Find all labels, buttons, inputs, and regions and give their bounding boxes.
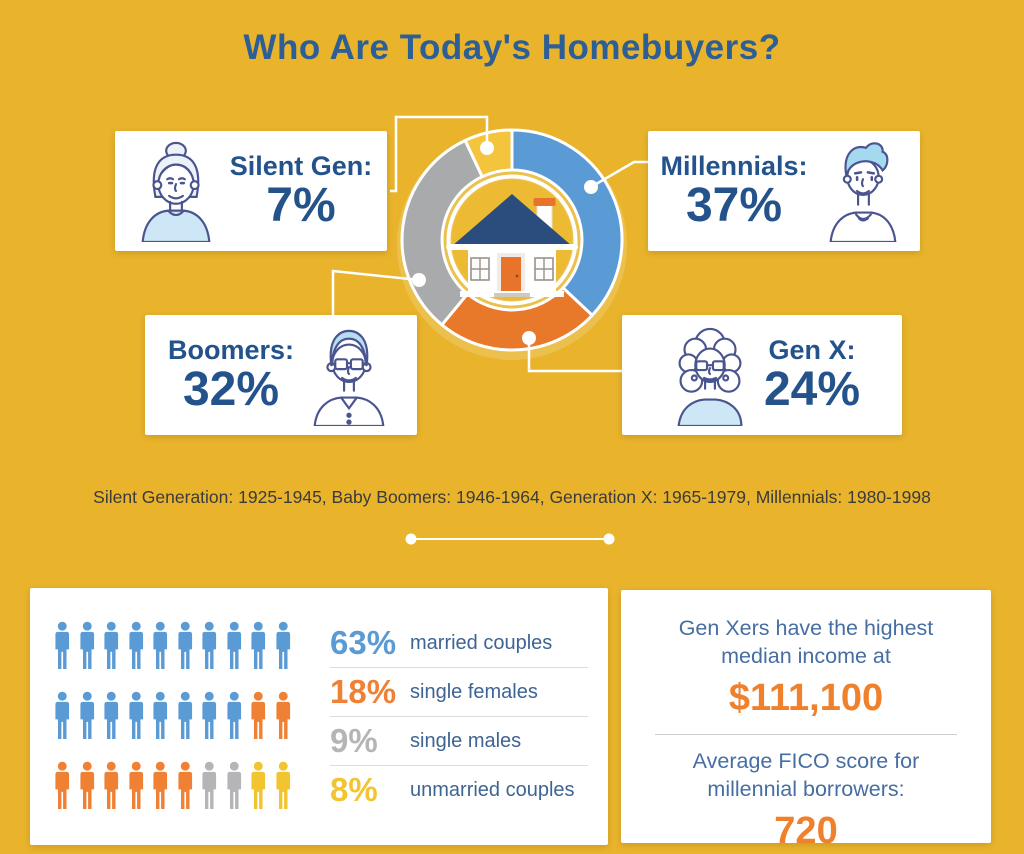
household-composition-card: 63% married couples 18% single females 9% sin… <box>30 588 608 845</box>
house-icon <box>446 194 578 297</box>
gen-label-boomers: Boomers: <box>167 335 295 365</box>
fico-fact-text: Average FICO score for millennial borrow… <box>692 749 920 801</box>
person-icon <box>251 761 266 809</box>
connector-boomers <box>331 269 420 317</box>
generation-year-legend: Silent Generation: 1925-1945, Baby Boome… <box>93 487 931 507</box>
person-icon <box>104 761 119 809</box>
pictogram-row <box>52 757 293 814</box>
fico-score-value: 720 <box>774 810 838 853</box>
connector-dots <box>412 141 598 345</box>
person-icon <box>177 761 192 809</box>
connector-silent-gen <box>390 115 489 193</box>
person-icon <box>55 621 70 669</box>
stat-divider <box>330 765 588 766</box>
person-icon <box>251 691 266 739</box>
gen-card-gen-x: Gen X: 24% <box>622 315 902 435</box>
person-icon <box>153 691 168 739</box>
stat-divider <box>330 716 588 717</box>
gen-value-gen-x: 24% <box>763 363 861 417</box>
stat-divider <box>330 667 588 668</box>
dot-boomers <box>412 273 426 287</box>
person-icon <box>177 621 192 669</box>
person-icon <box>79 621 94 669</box>
person-icon <box>128 761 143 809</box>
house-eave <box>446 244 578 250</box>
connector-gen-x <box>527 338 624 373</box>
person-icon <box>79 761 94 809</box>
elderly-man-avatar-icon <box>313 329 385 426</box>
window-panes-right <box>535 258 553 280</box>
adult-woman-avatar-icon <box>677 327 743 426</box>
connector-millennials <box>590 160 650 189</box>
house-chimney-cap <box>533 198 556 206</box>
page-title: Who Are Today's Homebuyers? <box>243 28 781 67</box>
person-icon <box>79 691 94 739</box>
person-icon <box>104 621 119 669</box>
gen-card-silent-gen: Silent Gen: 7% <box>115 131 387 251</box>
connector-lines <box>331 115 650 373</box>
person-icon <box>275 691 290 739</box>
person-icon <box>55 691 70 739</box>
stat-value: 8% <box>330 771 378 808</box>
gen-x-income-fact-text: Gen Xers have the highest median income … <box>678 616 934 668</box>
stat-label: married couples <box>410 631 553 654</box>
person-icon <box>128 691 143 739</box>
dot-silent-gen <box>480 141 494 155</box>
gen-label-millennials: Millennials: <box>660 151 808 181</box>
gen-x-income-value: $111,100 <box>728 677 884 720</box>
person-icon <box>128 621 143 669</box>
person-icon <box>153 621 168 669</box>
dot-gen-x <box>522 331 536 345</box>
gen-label-gen-x: Gen X: <box>768 335 856 365</box>
stat-value: 18% <box>330 673 397 710</box>
gen-value-millennials: 37% <box>685 179 783 233</box>
elderly-woman-avatar-icon <box>141 141 211 242</box>
person-pictogram <box>52 617 293 814</box>
person-icon <box>104 691 119 739</box>
person-icon <box>251 621 266 669</box>
house-step <box>494 293 530 297</box>
person-icon <box>202 761 217 809</box>
stat-row-married-couples: 63% married couples <box>330 619 588 667</box>
stat-row-single-females: 18% single females <box>330 668 588 716</box>
donut-segment-millennials <box>510 128 624 317</box>
person-icon <box>202 621 217 669</box>
pictogram-row <box>52 687 293 744</box>
person-icon <box>275 761 290 809</box>
window-panes-left <box>471 258 489 280</box>
fact-divider <box>655 734 957 736</box>
house-roof <box>452 194 572 246</box>
stat-value: 63% <box>330 624 397 661</box>
stat-label: single females <box>410 680 538 703</box>
person-icon <box>202 691 217 739</box>
stat-value: 9% <box>330 722 378 759</box>
person-icon <box>55 761 70 809</box>
person-icon <box>226 691 241 739</box>
stat-label: unmarried couples <box>410 778 575 801</box>
gen-value-boomers: 32% <box>182 363 280 417</box>
gen-card-boomers: Boomers: 32% <box>145 315 417 435</box>
person-icon <box>153 761 168 809</box>
young-man-avatar-icon <box>829 142 896 242</box>
stat-row-unmarried-couples: 8% unmarried couples <box>330 766 588 814</box>
stat-row-single-males: 9% single males <box>330 717 588 765</box>
pictogram-row <box>52 617 293 674</box>
house-door <box>501 257 521 293</box>
person-icon <box>177 691 192 739</box>
person-icon <box>275 621 290 669</box>
gen-label-silent: Silent Gen: <box>229 151 373 181</box>
section-divider <box>405 533 615 545</box>
gen-value-silent: 7% <box>266 179 336 233</box>
donut-inner-ring <box>446 174 578 306</box>
dot-millennials <box>584 180 598 194</box>
person-icon <box>226 621 241 669</box>
gen-card-millennials: Millennials: 37% <box>648 131 920 251</box>
income-facts-card: Gen Xers have the highest median income … <box>621 590 991 852</box>
door-knob <box>515 274 519 278</box>
person-icon <box>226 761 241 809</box>
household-stats-list: 63% married couples 18% single females 9% sin… <box>330 619 588 814</box>
stat-label: single males <box>410 729 522 752</box>
